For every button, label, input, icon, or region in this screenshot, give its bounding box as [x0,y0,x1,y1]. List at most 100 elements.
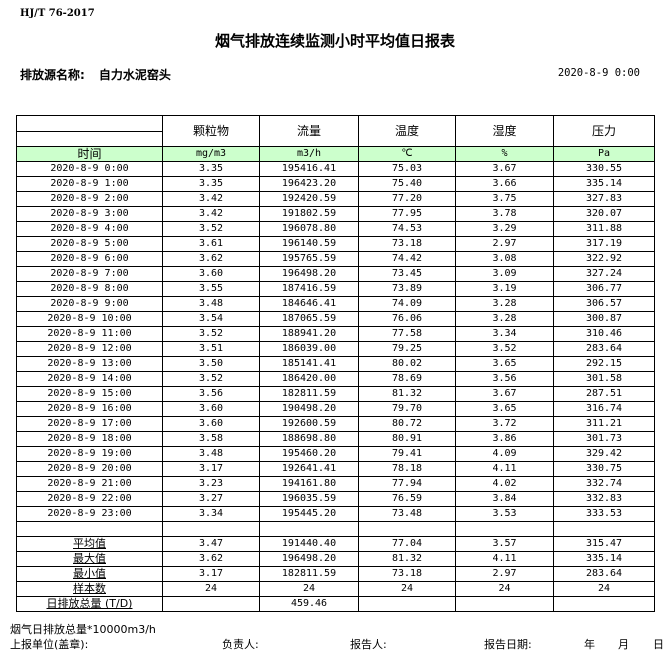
time-cell: 2020-8-9 21:00 [16,476,163,492]
value-cell: 195765.59 [259,251,359,267]
unit-row: 时间 mg/m3 m3/h ℃ % Pa [16,146,655,162]
value-cell: 3.35 [162,176,260,192]
time-cell: 2020-8-9 15:00 [16,386,163,402]
value-cell [553,596,655,612]
time-cell: 2020-8-9 3:00 [16,206,163,222]
value-cell: 80.72 [358,416,456,432]
table-row: 2020-8-9 2:00 3.42 192420.59 77.20 3.75 327.8… [16,191,655,207]
value-cell: 77.58 [358,326,456,342]
value-cell: 3.84 [455,491,554,507]
value-cell: 3.56 [455,371,554,387]
value-cell: 3.62 [162,551,260,567]
table-row: 2020-8-9 3:00 3.42 191802.59 77.95 3.78 320.0… [16,206,655,222]
value-cell: 333.53 [553,506,655,522]
value-cell: 24 [553,581,655,597]
table-row: 2020-8-9 21:00 3.23 194161.80 77.94 4.02 332.… [16,476,655,492]
value-cell: 283.64 [553,566,655,582]
value-cell: 3.28 [455,296,554,312]
value-cell: 191440.40 [259,536,359,552]
value-cell: 81.32 [358,386,456,402]
value-cell: 3.65 [455,401,554,417]
value-cell: 191802.59 [259,206,359,222]
table-row: 2020-8-9 23:00 3.34 195445.20 73.48 3.53 333.… [16,506,655,522]
table-row: 2020-8-9 8:00 3.55 187416.59 73.89 3.19 306.7… [16,281,655,297]
summary-label: 最小值 [16,566,163,582]
value-cell: 73.18 [358,566,456,582]
table-row: 2020-8-9 19:00 3.48 195460.20 79.41 4.09 329.… [16,446,655,462]
value-cell: 196078.80 [259,221,359,237]
value-cell: 196140.59 [259,236,359,252]
value-cell [455,596,554,612]
value-cell: 182811.59 [259,566,359,582]
value-cell: 3.50 [162,356,260,372]
table-row: 2020-8-9 0:00 3.35 195416.41 75.03 3.67 330.5… [16,161,655,177]
value-cell: 3.34 [455,326,554,342]
value-cell: 3.52 [455,341,554,357]
value-cell: 327.83 [553,191,655,207]
value-cell: 81.32 [358,551,456,567]
empty-cell [553,521,655,537]
column-header: 压力 [553,115,655,147]
value-cell: 3.29 [455,221,554,237]
value-cell: 3.60 [162,266,260,282]
value-cell: 4.11 [455,551,554,567]
value-cell: 3.42 [162,206,260,222]
time-cell: 2020-8-9 13:00 [16,356,163,372]
value-cell: 80.91 [358,431,456,447]
column-header: 湿度 [455,115,554,147]
time-cell: 2020-8-9 11:00 [16,326,163,342]
time-cell: 2020-8-9 22:00 [16,491,163,507]
time-cell: 2020-8-9 10:00 [16,311,163,327]
value-cell: 24 [358,581,456,597]
value-cell: 3.23 [162,476,260,492]
value-cell: 2.97 [455,236,554,252]
time-cell: 2020-8-9 20:00 [16,461,163,477]
value-cell: 316.74 [553,401,655,417]
summary-row: 日排放总量 (T/D) 459.46 [16,596,655,612]
value-cell: 3.57 [455,536,554,552]
unit-cell: % [455,146,554,162]
time-cell: 2020-8-9 4:00 [16,221,163,237]
report-date-label: 报告日期: [484,638,532,651]
value-cell: 76.59 [358,491,456,507]
value-cell: 185141.41 [259,356,359,372]
value-cell: 3.67 [455,386,554,402]
reporting-unit-label: 上报单位(盖章): [10,638,89,651]
value-cell: 3.56 [162,386,260,402]
summary-row: 最大值 3.62 196498.20 81.32 4.11 335.14 [16,551,655,567]
value-cell: 3.08 [455,251,554,267]
value-cell: 3.52 [162,371,260,387]
value-cell: 192600.59 [259,416,359,432]
table-row: 2020-8-9 18:00 3.58 188698.80 80.91 3.86 301.… [16,431,655,447]
value-cell: 4.09 [455,446,554,462]
value-cell: 283.64 [553,341,655,357]
table-row: 2020-8-9 7:00 3.60 196498.20 73.45 3.09 327.2… [16,266,655,282]
time-cell: 2020-8-9 1:00 [16,176,163,192]
value-cell: 292.15 [553,356,655,372]
time-cell: 2020-8-9 5:00 [16,236,163,252]
time-header: 时间 [16,146,163,162]
value-cell: 192420.59 [259,191,359,207]
value-cell: 192641.41 [259,461,359,477]
value-cell: 3.35 [162,161,260,177]
time-cell: 2020-8-9 6:00 [16,251,163,267]
empty-cell [162,521,260,537]
value-cell: 3.53 [455,506,554,522]
value-cell: 75.40 [358,176,456,192]
value-cell: 195416.41 [259,161,359,177]
value-cell: 182811.59 [259,386,359,402]
time-cell: 2020-8-9 0:00 [16,161,163,177]
value-cell: 196498.20 [259,551,359,567]
day-label: 日 [653,638,664,651]
table-row: 2020-8-9 1:00 3.35 196423.20 75.40 3.66 335.1… [16,176,655,192]
value-cell: 306.77 [553,281,655,297]
unit-cell: Pa [553,146,655,162]
table-row: 2020-8-9 17:00 3.60 192600.59 80.72 3.72 311.… [16,416,655,432]
value-cell: 310.46 [553,326,655,342]
value-cell: 3.78 [455,206,554,222]
value-cell: 74.09 [358,296,456,312]
value-cell: 2.97 [455,566,554,582]
time-cell: 2020-8-9 9:00 [16,296,163,312]
table-row: 2020-8-9 6:00 3.62 195765.59 74.42 3.08 322.9… [16,251,655,267]
value-cell: 317.19 [553,236,655,252]
